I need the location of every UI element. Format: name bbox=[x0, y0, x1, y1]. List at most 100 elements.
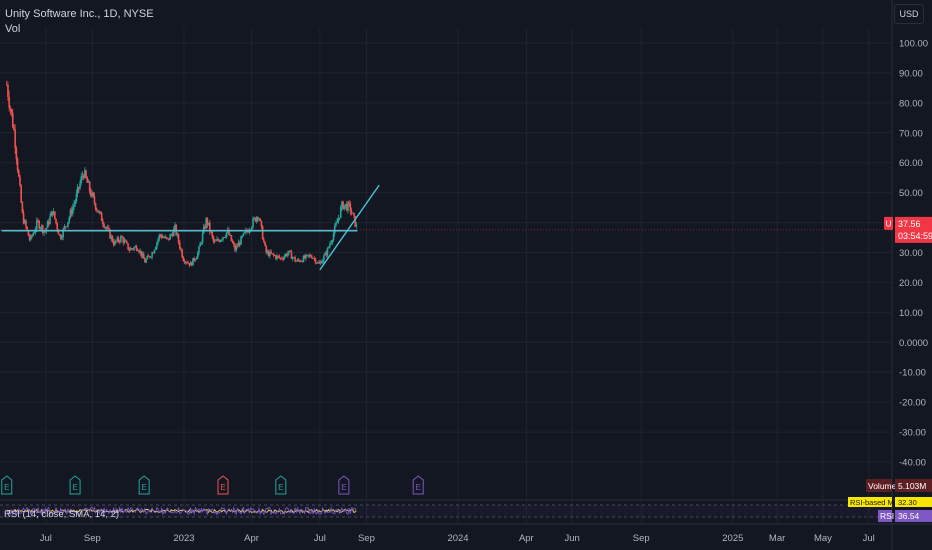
candle-body bbox=[172, 228, 175, 237]
candle-body bbox=[13, 127, 15, 130]
candle-body bbox=[308, 255, 311, 257]
candle-body bbox=[69, 210, 72, 218]
candle-body bbox=[99, 211, 102, 213]
time-axis[interactable]: Jul Sep 2023 Apr Jul Sep 2024 Apr Jun Sep 2025 Mar M… bbox=[40, 533, 875, 544]
candle-body bbox=[337, 218, 340, 222]
candle-body bbox=[146, 255, 149, 260]
candle-body bbox=[160, 235, 163, 238]
y-tick-label: 30.00 bbox=[899, 248, 923, 259]
candle-body bbox=[57, 229, 60, 235]
candle-body bbox=[157, 239, 159, 243]
candle-body bbox=[86, 177, 89, 183]
candle-body bbox=[150, 257, 152, 258]
candle-body bbox=[166, 238, 169, 239]
earnings-marker[interactable]: E bbox=[69, 475, 81, 495]
candle-body bbox=[320, 261, 323, 264]
candle-body bbox=[15, 148, 18, 160]
candle-body bbox=[55, 218, 57, 224]
candle-body bbox=[278, 256, 281, 258]
candle-body bbox=[92, 192, 95, 197]
candle-body bbox=[10, 109, 13, 114]
price-badge-value: 37.56 bbox=[898, 219, 921, 229]
candle-body bbox=[82, 175, 85, 178]
earnings-marker-shape bbox=[138, 475, 150, 495]
candle-body bbox=[269, 251, 271, 257]
candle-body bbox=[305, 254, 307, 259]
rsi-pane[interactable] bbox=[0, 504, 892, 518]
candle-body bbox=[234, 244, 236, 251]
candle-body bbox=[115, 240, 117, 242]
earnings-marker[interactable]: E bbox=[275, 475, 287, 495]
candle-body bbox=[102, 221, 104, 225]
candle-body bbox=[355, 224, 358, 227]
candle-body bbox=[142, 253, 145, 259]
earnings-marker-shape bbox=[69, 475, 81, 495]
candle-body bbox=[39, 228, 42, 230]
candle-body bbox=[128, 249, 131, 251]
candle-body bbox=[84, 170, 86, 178]
candle-body bbox=[130, 248, 133, 250]
earnings-marker[interactable]: E bbox=[1, 475, 13, 495]
candle-body bbox=[14, 129, 16, 149]
candle-body bbox=[168, 238, 170, 240]
candle-body bbox=[345, 203, 348, 211]
candle-body bbox=[196, 252, 199, 258]
candle-body bbox=[208, 222, 211, 232]
candle-body bbox=[353, 212, 355, 216]
currency-button[interactable]: USD bbox=[894, 4, 924, 24]
candle-body bbox=[177, 234, 180, 243]
candle-body bbox=[329, 243, 331, 247]
candle-body bbox=[335, 223, 337, 227]
candle-body bbox=[184, 261, 187, 263]
x-tick-label: May bbox=[814, 533, 832, 544]
earnings-marker-shape bbox=[217, 475, 229, 495]
x-tick-label: Apr bbox=[244, 533, 259, 544]
candle-body bbox=[314, 258, 317, 263]
candle-body bbox=[325, 252, 328, 256]
candle-body bbox=[260, 220, 263, 227]
candle-body bbox=[319, 261, 322, 264]
candle-body bbox=[135, 246, 138, 251]
x-tick-label: 2023 bbox=[173, 533, 194, 544]
candle-body bbox=[272, 253, 275, 256]
candle-body bbox=[331, 240, 334, 243]
rsi-ma-label-bg bbox=[848, 497, 892, 507]
candle-body bbox=[126, 241, 128, 244]
earnings-marker-label: E bbox=[278, 483, 283, 492]
candle-body bbox=[339, 207, 342, 218]
candle-body bbox=[64, 226, 67, 228]
candle-body bbox=[273, 255, 276, 256]
candle-body bbox=[139, 250, 141, 253]
candle-body bbox=[148, 256, 151, 258]
earnings-marker[interactable]: E bbox=[217, 475, 229, 495]
candle-body bbox=[58, 234, 61, 236]
chart-legend: Unity Software Inc., 1D, NYSE Vol bbox=[5, 8, 154, 36]
candle-body bbox=[147, 255, 150, 257]
volume-legend[interactable]: Vol bbox=[5, 23, 21, 35]
earnings-marker-label: E bbox=[341, 483, 346, 492]
candle-body bbox=[116, 237, 119, 242]
earnings-marker[interactable]: E bbox=[412, 475, 424, 495]
candle-body bbox=[72, 207, 74, 214]
earnings-marker[interactable]: E bbox=[138, 475, 150, 495]
candle-body bbox=[80, 176, 83, 183]
candle-body bbox=[213, 241, 216, 242]
earnings-marker-label: E bbox=[416, 483, 421, 492]
candle-body bbox=[181, 249, 183, 258]
earnings-marker[interactable]: E bbox=[338, 475, 350, 495]
rsi-label: RSI bbox=[880, 511, 894, 521]
volume-badge-label: Volume bbox=[868, 481, 897, 491]
candle-body bbox=[16, 159, 19, 171]
candle-body bbox=[145, 259, 147, 263]
y-tick-label: 0.0000 bbox=[899, 338, 928, 349]
rsi-legend[interactable]: RSI (14, close, SMA, 14, 2) bbox=[4, 509, 120, 520]
candle-body bbox=[87, 181, 90, 183]
candle-body bbox=[317, 262, 319, 264]
candle-body bbox=[261, 226, 264, 240]
candle-body bbox=[255, 217, 258, 222]
candle-body bbox=[123, 240, 126, 243]
symbol-title[interactable]: Unity Software Inc., 1D, NYSE bbox=[5, 8, 154, 20]
